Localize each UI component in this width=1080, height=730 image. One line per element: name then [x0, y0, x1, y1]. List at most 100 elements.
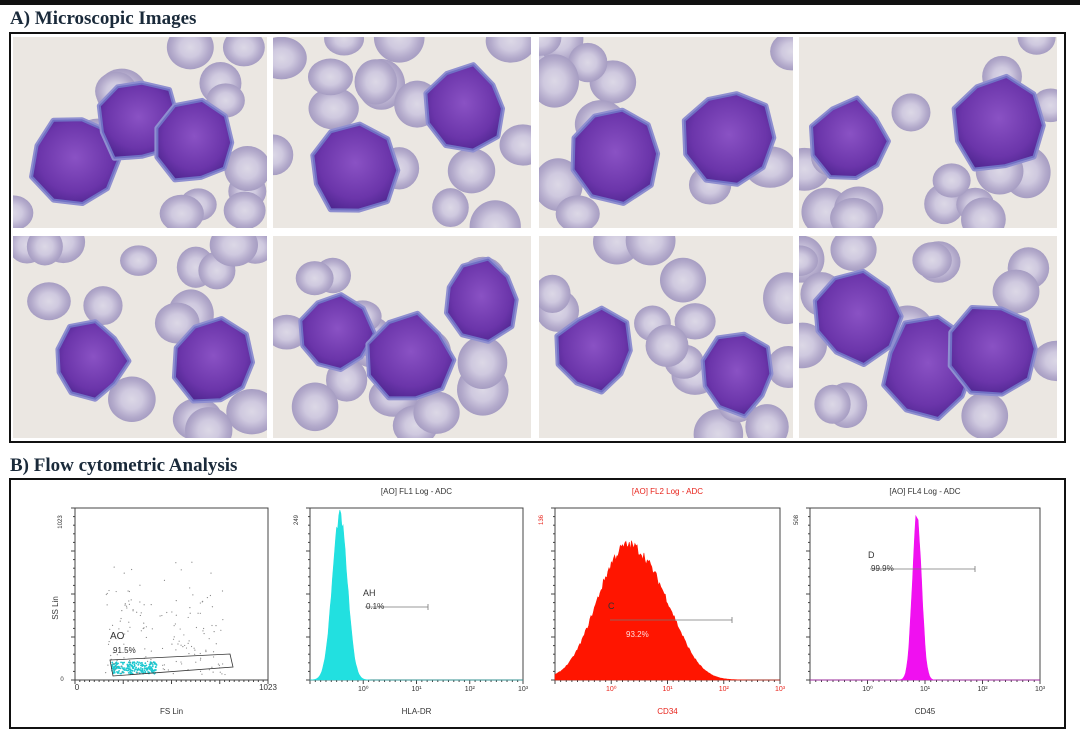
event-dot — [120, 672, 123, 675]
micro-image — [539, 37, 793, 228]
x-tick-label: 10⁰ — [358, 685, 369, 693]
event-dot — [208, 669, 210, 671]
event-dot — [189, 587, 191, 589]
event-dot — [116, 654, 118, 656]
red-cell — [961, 197, 1006, 228]
event-dot — [180, 661, 182, 663]
red-cell — [830, 197, 878, 228]
x-tick-label: 10³ — [518, 686, 529, 693]
plot-title: [AO] FL1 Log - ADC — [381, 487, 452, 496]
event-dot — [141, 665, 144, 667]
event-dot — [189, 612, 191, 614]
event-dot — [107, 643, 110, 645]
red-cell — [891, 93, 931, 132]
event-dot — [122, 671, 125, 674]
y-max-label: 136 — [539, 514, 545, 525]
red-cell — [539, 37, 562, 56]
event-dot — [141, 661, 143, 664]
event-dot — [111, 661, 114, 664]
event-dot — [128, 600, 130, 602]
event-dot — [150, 650, 152, 652]
event-dot — [187, 642, 189, 644]
event-dot — [175, 649, 177, 651]
event-dot — [147, 667, 149, 670]
red-cell — [568, 42, 608, 83]
event-dot — [137, 667, 140, 670]
event-dot — [181, 663, 183, 665]
event-dot — [175, 614, 177, 616]
event-dot — [143, 669, 146, 672]
event-dot — [139, 584, 141, 586]
gate-name: AO — [110, 631, 125, 642]
red-cell — [457, 336, 508, 389]
event-dot — [145, 656, 147, 658]
red-cell — [625, 236, 676, 266]
event-dot — [166, 611, 168, 614]
red-cell — [745, 404, 789, 438]
event-dot — [127, 665, 129, 668]
red-cell — [108, 376, 156, 422]
event-dot — [129, 661, 131, 663]
event-dot — [124, 633, 126, 635]
histogram — [554, 540, 780, 681]
red-cell — [226, 389, 267, 435]
event-dot — [133, 661, 136, 664]
event-dot — [215, 643, 217, 645]
event-dot — [211, 606, 214, 608]
x-axis-label: CD34 — [657, 707, 678, 716]
y-tick-label: 0 — [60, 677, 64, 683]
event-dot — [136, 661, 139, 663]
red-cell — [291, 382, 339, 432]
event-dot — [131, 669, 134, 672]
event-dot — [127, 661, 130, 664]
blast-nucleus — [683, 93, 775, 185]
event-dot — [219, 671, 221, 673]
flow-plot: HLA-DR [AO] FL1 Log - ADC 249 10⁰ 10¹ 10² 10³ A… — [294, 487, 529, 716]
red-cell — [166, 37, 214, 70]
event-dot — [212, 651, 215, 653]
flow-plot: CD34 [AO] FL2 Log - ADC 136 10⁰ 10¹ 10² 10³ C 93… — [539, 487, 786, 716]
event-dot — [112, 652, 114, 654]
event-dot — [127, 671, 130, 674]
event-dot — [201, 601, 203, 603]
red-cell — [555, 195, 600, 228]
event-dot — [199, 602, 201, 604]
event-dot — [222, 663, 224, 665]
event-dot — [162, 668, 164, 670]
x-axis-label: HLA-DR — [402, 707, 432, 716]
event-dot — [171, 611, 173, 613]
event-dot — [140, 630, 142, 632]
x-tick-label: 10³ — [1035, 686, 1046, 693]
red-cell — [763, 272, 793, 325]
red-cell — [223, 191, 266, 228]
red-cell — [222, 37, 265, 67]
event-dot — [197, 612, 199, 614]
plot-title: [AO] FL4 Log - ADC — [889, 487, 960, 496]
event-dot — [105, 672, 107, 674]
blast-nucleus — [31, 119, 119, 204]
event-dot — [212, 671, 214, 673]
event-dot — [172, 638, 175, 640]
micro-image — [273, 236, 531, 438]
event-dot — [213, 631, 215, 633]
event-dot — [167, 669, 170, 671]
blast-nucleus — [57, 321, 130, 400]
event-dot — [180, 644, 182, 646]
red-cell — [814, 384, 851, 424]
x-tick-label: 10² — [719, 686, 730, 693]
event-dot — [210, 572, 212, 574]
event-dot — [108, 640, 110, 643]
event-dot — [113, 566, 115, 568]
event-dot — [114, 669, 116, 671]
event-dot — [200, 657, 202, 659]
gate-percent: 99.9% — [871, 564, 894, 573]
event-dot — [144, 662, 147, 665]
event-dot — [143, 627, 145, 629]
event-dot — [195, 626, 198, 629]
event-dot — [128, 663, 131, 666]
micro-image — [13, 236, 267, 438]
event-dot — [139, 601, 141, 603]
x-tick-label: 10² — [465, 686, 476, 693]
gate-name: C — [608, 601, 615, 611]
red-cell — [159, 194, 204, 228]
